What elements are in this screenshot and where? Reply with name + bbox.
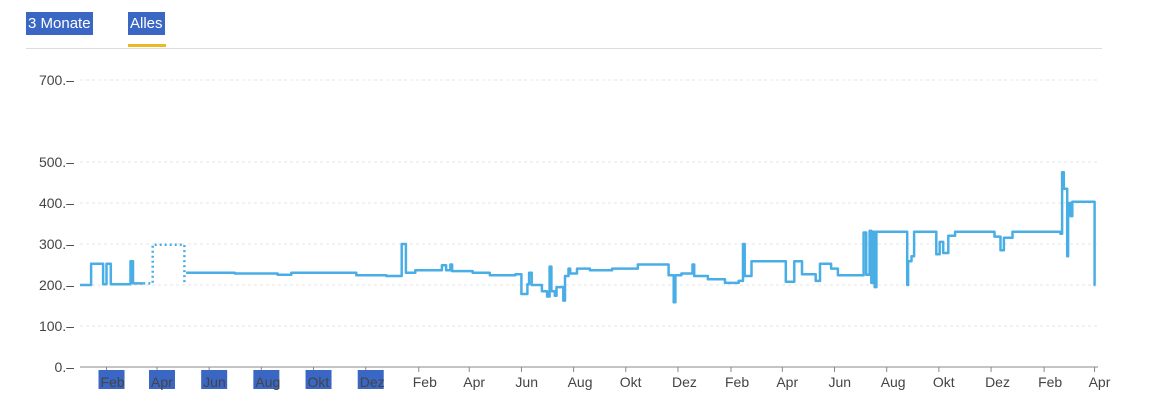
x-tick-label: Dez xyxy=(360,374,385,390)
x-tick-highlight xyxy=(148,370,175,389)
x-tick-label: Apr xyxy=(151,374,173,390)
price-series-line xyxy=(80,259,144,287)
y-tick-label: 700.– xyxy=(39,72,74,88)
x-tick-label: Aug xyxy=(255,374,280,390)
x-tick-label: Okt xyxy=(308,374,330,390)
price-series-line xyxy=(186,171,1096,304)
y-tick-label: 200.– xyxy=(39,277,74,293)
x-tick-label: Feb xyxy=(101,374,125,390)
x-tick-label: Dez xyxy=(985,374,1010,390)
active-tab-indicator xyxy=(128,44,166,47)
x-tick-label: Apr xyxy=(463,374,485,390)
x-tick-label: Jun xyxy=(829,374,852,390)
y-tick-label: 0.– xyxy=(55,359,75,375)
x-tick-label: Dez xyxy=(672,374,697,390)
x-tick-label: Aug xyxy=(881,374,906,390)
x-tick-label: Feb xyxy=(1038,374,1062,390)
x-tick-highlight xyxy=(253,370,280,389)
tab-alles[interactable]: Alles xyxy=(128,12,165,35)
x-tick-label: Okt xyxy=(933,374,955,390)
y-tick-label: 300.– xyxy=(39,236,74,252)
tab-3-monate[interactable]: 3 Monate xyxy=(26,12,93,35)
x-tick-highlight xyxy=(357,370,384,389)
x-tick-label: Feb xyxy=(725,374,749,390)
y-tick-label: 400.– xyxy=(39,195,74,211)
y-tick-label: 500.– xyxy=(39,154,74,170)
x-tick-label: Apr xyxy=(1089,374,1111,390)
x-tick-highlight xyxy=(98,370,125,389)
x-tick-label: Jun xyxy=(515,374,538,390)
x-tick-label: Okt xyxy=(620,374,642,390)
x-tick-label: Feb xyxy=(413,374,437,390)
x-tick-highlight xyxy=(305,370,332,389)
range-tabs: 3 Monate Alles xyxy=(26,0,1102,49)
price-series-line xyxy=(143,243,187,285)
x-tick-label: Aug xyxy=(568,374,593,390)
x-tick-highlight xyxy=(201,370,228,389)
x-tick-label: Jun xyxy=(203,374,226,390)
price-history-chart: 0.– 100.– 200.– 300.– 400.– 500.– 700.– Feb Apr J… xyxy=(39,72,1111,390)
x-tick-label: Apr xyxy=(776,374,798,390)
y-tick-label: 100.– xyxy=(39,318,74,334)
